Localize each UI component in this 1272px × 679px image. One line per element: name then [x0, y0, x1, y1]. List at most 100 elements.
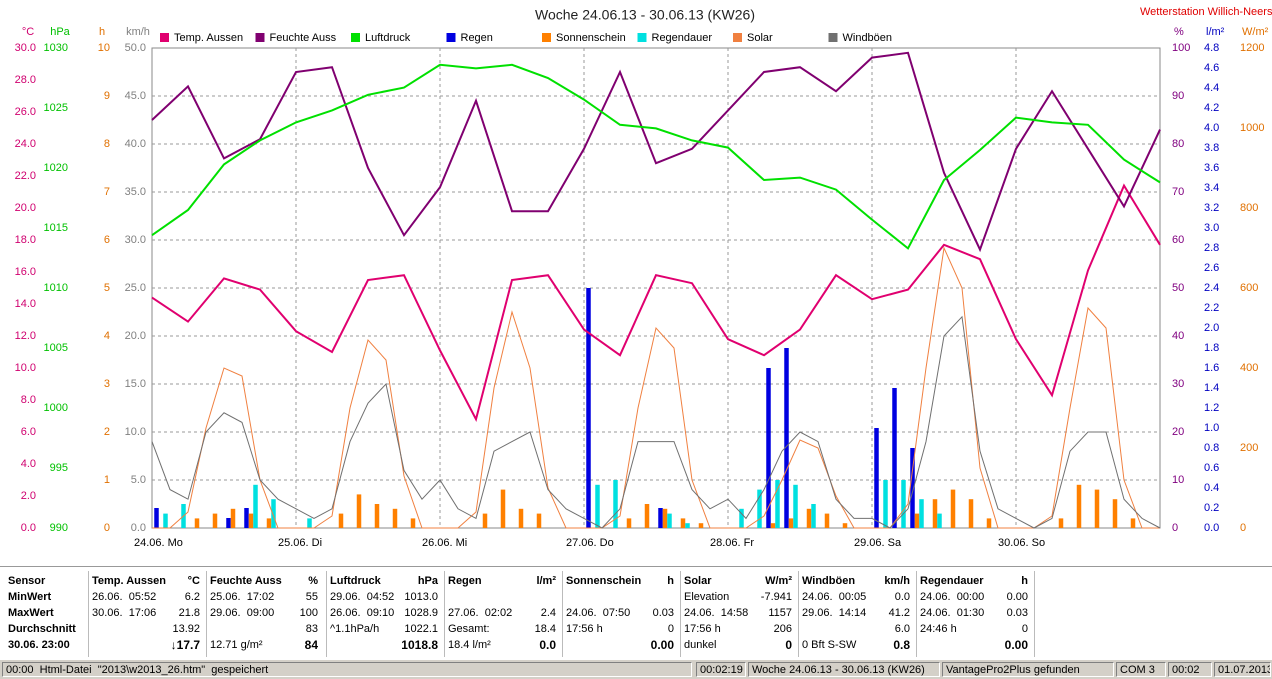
cell-value: 84	[304, 638, 318, 652]
series-bar	[662, 508, 668, 528]
tick-label: 14.0	[15, 298, 36, 310]
status-segment: VantagePro2Plus gefunden	[942, 662, 1114, 677]
series-bar	[874, 428, 879, 528]
tick-label: 9	[104, 90, 110, 102]
tick-label: 1.6	[1204, 362, 1219, 374]
legend-label: Sonnenschein	[556, 32, 626, 44]
tick-label: 4.2	[1204, 102, 1219, 114]
tick-label: 6	[104, 234, 110, 246]
tick-label: 7	[104, 186, 110, 198]
cell-value: 0	[667, 623, 674, 635]
tick-label: 10.0	[125, 426, 146, 438]
series-bar	[356, 494, 362, 528]
tick-label: 1200	[1240, 42, 1264, 54]
separator	[1034, 571, 1035, 657]
section-unit: °C	[187, 575, 200, 587]
cell-label: 12.71 g/m²	[210, 639, 263, 651]
cell-label: 30.06. 17:06	[92, 607, 157, 619]
series-bar	[698, 523, 704, 528]
tick-label: 3.2	[1204, 202, 1219, 214]
tick-label: 3	[104, 378, 110, 390]
cell-value: 100	[299, 607, 318, 619]
cell-value: 18.4	[534, 623, 556, 635]
series-bar	[680, 518, 686, 528]
legend-label: Solar	[747, 32, 773, 44]
series-bar	[806, 508, 812, 528]
tick-label: 4.0	[21, 458, 36, 470]
cell-label: 24.06. 01:30	[920, 607, 985, 619]
tick-label: 800	[1240, 202, 1258, 214]
cell-value: 0.8	[893, 638, 910, 652]
section-unit: h	[667, 575, 674, 587]
tick-label: 0.4	[1204, 482, 1219, 494]
tick-label: 30.0	[15, 42, 36, 54]
cell-value: 0.00	[650, 638, 674, 652]
separator	[206, 571, 207, 657]
legend-swatch	[542, 33, 551, 42]
tick-label: 2.4	[1204, 282, 1219, 294]
status-segment: COM 3	[1116, 662, 1166, 677]
tick-label: 90	[1172, 90, 1184, 102]
summary-table: Sensor MinWert MaxWert Durchschnitt 30.06. 2…	[0, 566, 1272, 661]
row-label: Durchschnitt	[8, 623, 76, 635]
cell-value: 0	[785, 638, 792, 652]
series-bar	[1130, 518, 1136, 528]
cell-value: 0	[1021, 623, 1028, 635]
tick-label: 1.2	[1204, 402, 1219, 414]
station-name: Wetterstation Willich-Neersen	[1140, 6, 1272, 18]
cell-label: 26.06. 05:52	[92, 591, 157, 603]
series-bar	[1112, 499, 1118, 528]
tick-label: 2.8	[1204, 242, 1219, 254]
cell-value: 2.4	[540, 607, 556, 619]
tick-label: 2	[104, 426, 110, 438]
row-label: MinWert	[8, 591, 52, 603]
tick-label: 0.8	[1204, 442, 1219, 454]
series-bar	[892, 388, 897, 528]
tick-label: 1.8	[1204, 342, 1219, 354]
tick-label: 0.0	[21, 522, 36, 534]
series-bar	[932, 499, 938, 528]
cell-value: 206	[773, 623, 792, 635]
cell-value: 55	[305, 591, 318, 603]
tick-label: 8.0	[21, 394, 36, 406]
status-segment: 00:02	[1168, 662, 1212, 677]
separator	[444, 571, 445, 657]
tick-label: 3.0	[1204, 222, 1219, 234]
tick-label: 0	[104, 522, 110, 534]
separator	[680, 571, 681, 657]
cell-value: -7.941	[760, 591, 792, 603]
x-tick-label: 24.06. Mo	[134, 537, 183, 549]
series-bar	[775, 480, 780, 528]
series-bar	[154, 508, 159, 528]
tick-label: 1020	[44, 162, 68, 174]
series-bar	[392, 508, 398, 528]
cell-label: 0 Bft S-SW	[802, 639, 857, 651]
tick-label: 1.4	[1204, 382, 1219, 394]
tick-label: 10	[1172, 474, 1184, 486]
series-line	[151, 63, 1161, 250]
section-unit: l/m²	[536, 575, 556, 587]
status-bar: 00:00 Html-Datei "2013\w2013_26.htm" ges…	[0, 660, 1272, 679]
tick-label: 10	[98, 42, 110, 54]
section-unit: km/h	[884, 575, 910, 587]
legend-swatch	[351, 33, 360, 42]
cell-value: 1018.8	[401, 638, 438, 652]
tick-label: 1030	[44, 42, 68, 54]
tick-label: 0	[1172, 522, 1178, 534]
tick-label: 10.0	[15, 362, 36, 374]
tick-label: 4	[104, 330, 110, 342]
series-bar	[1058, 518, 1064, 528]
series-bar	[883, 480, 888, 528]
tick-label: 20.0	[15, 202, 36, 214]
cell-label: 29.06. 04:52	[330, 591, 395, 603]
cell-label: 26.06. 09:10	[330, 607, 395, 619]
tick-label: 1000	[1240, 122, 1264, 134]
cell-value: 13.92	[172, 623, 200, 635]
cell-value: 6.0	[894, 623, 910, 635]
legend-label: Luftdruck	[365, 32, 411, 44]
legend-label: Feuchte Auss	[270, 32, 337, 44]
legend-swatch	[637, 33, 647, 42]
cell-label: 24.06. 14:58	[684, 607, 749, 619]
series-bar	[685, 523, 690, 528]
